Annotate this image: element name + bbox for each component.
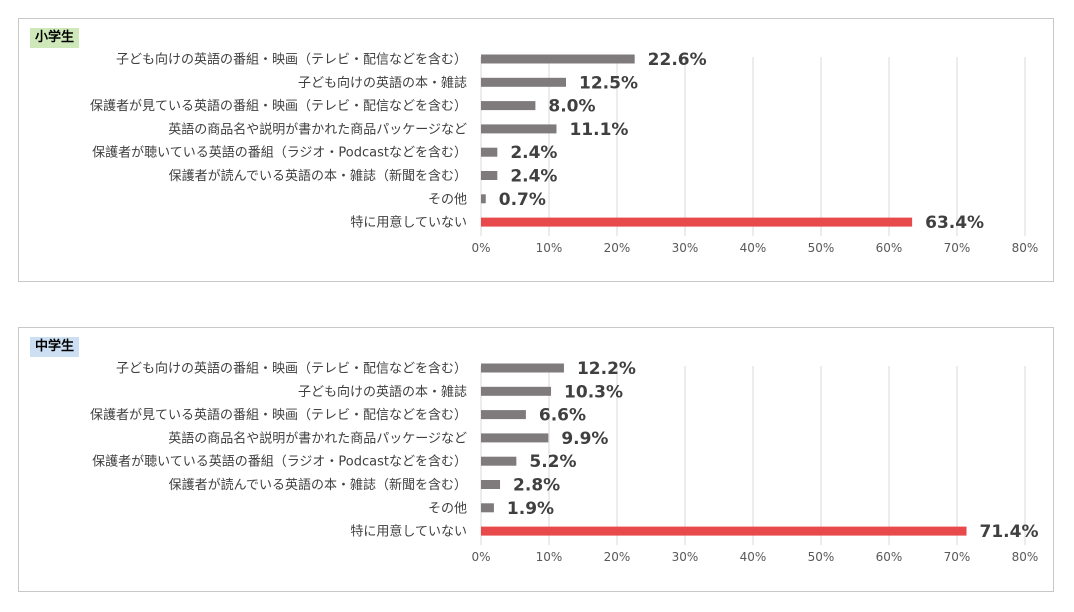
elementary-x-tick-label: 50%	[808, 241, 835, 255]
elementary-value-label: 63.4%	[925, 213, 984, 233]
junior-high-x-tick-label: 60%	[876, 550, 903, 564]
junior-high-bar	[481, 480, 501, 489]
elementary-category-label: 保護者が見ている英語の番組・映画（テレビ・配信などを含む）	[90, 98, 467, 114]
elementary-category-label: 子ども向けの英語の本・雑誌	[298, 75, 467, 91]
junior-high-x-tick-label: 40%	[740, 550, 767, 564]
junior-high-bar	[481, 386, 552, 396]
junior-high-category-label: 保護者が読んでいる英語の本・雑誌（新聞を含む）	[169, 477, 467, 493]
elementary-chart-title: 小学生	[30, 28, 80, 48]
elementary-category-label: 特に用意していない	[350, 215, 467, 231]
junior-high-chart-title: 中学生	[30, 337, 80, 357]
elementary-bar	[481, 217, 913, 227]
elementary-value-label: 2.4%	[510, 167, 557, 187]
junior-high-x-tick-label: 50%	[808, 550, 835, 564]
junior-high-chart-panel: 中学生 0% 10% 20% 30% 40% 50% 60% 70% 80% 子ども向けの英語の番…	[18, 327, 1054, 592]
junior-high-value-label: 1.9%	[507, 499, 554, 519]
junior-high-value-label: 12.2%	[577, 359, 636, 379]
elementary-x-tick-label: 20%	[604, 241, 631, 255]
junior-high-x-tick-label: 0%	[471, 550, 490, 564]
elementary-x-tick-label: 10%	[536, 241, 563, 255]
elementary-bar	[481, 171, 498, 180]
junior-high-value-label: 5.2%	[529, 452, 576, 472]
junior-high-x-tick-label: 70%	[944, 550, 971, 564]
junior-high-category-label: 保護者が聴いている英語の番組（ラジオ・Podcastなどを含む）	[92, 454, 467, 470]
junior-high-bar	[481, 410, 526, 420]
elementary-bar	[481, 101, 536, 111]
elementary-value-label: 0.7%	[499, 190, 546, 210]
elementary-bar	[481, 54, 635, 64]
junior-high-bar	[481, 456, 517, 466]
elementary-x-tick-label: 40%	[740, 241, 767, 255]
elementary-value-label: 12.5%	[579, 73, 638, 93]
junior-high-category-label: 子ども向けの英語の番組・映画（テレビ・配信などを含む）	[116, 361, 467, 377]
elementary-x-tick-label: 0%	[471, 241, 490, 255]
junior-high-x-tick-label: 30%	[672, 550, 699, 564]
elementary-value-label: 22.6%	[648, 50, 707, 70]
junior-high-value-label: 71.4%	[980, 522, 1039, 542]
junior-high-category-label: 英語の商品名や説明が書かれた商品パッケージなど	[168, 430, 467, 446]
elementary-category-label: 保護者が聴いている英語の番組（ラジオ・Podcastなどを含む）	[92, 145, 467, 161]
elementary-chart-panel: 小学生 0% 10% 20% 30% 40% 50% 60% 70% 80% 子ども向けの英語の番…	[18, 18, 1054, 282]
elementary-bar	[481, 147, 498, 157]
junior-high-bar	[481, 503, 494, 513]
junior-high-value-label: 9.9%	[561, 429, 608, 449]
elementary-bar	[481, 77, 566, 87]
elementary-value-label: 11.1%	[569, 120, 628, 140]
elementary-x-tick-label: 30%	[672, 241, 699, 255]
elementary-bar-chart: 0% 10% 20% 30% 40% 50% 60% 70% 80% 子ども向けの英語の番組・映画…	[90, 50, 1039, 255]
elementary-x-tick-label: 80%	[1012, 241, 1039, 255]
elementary-value-label: 8.0%	[548, 97, 595, 117]
junior-high-category-label: その他	[428, 501, 467, 516]
elementary-value-label: 2.4%	[510, 143, 557, 163]
junior-high-value-label: 10.3%	[564, 382, 623, 402]
junior-high-x-tick-label: 20%	[604, 550, 631, 564]
elementary-bar	[481, 194, 486, 204]
elementary-category-label: 子ども向けの英語の番組・映画（テレビ・配信などを含む）	[116, 52, 467, 68]
junior-high-value-label: 2.8%	[513, 476, 560, 496]
junior-high-x-tick-label: 80%	[1012, 550, 1039, 564]
elementary-category-label: 英語の商品名や説明が書かれた商品パッケージなど	[168, 121, 467, 137]
junior-high-bar	[481, 526, 967, 536]
junior-high-category-label: 特に用意していない	[350, 524, 467, 540]
junior-high-category-label: 保護者が見ている英語の番組・映画（テレビ・配信などを含む）	[90, 407, 467, 423]
junior-high-category-label: 子ども向けの英語の本・雑誌	[298, 384, 467, 400]
junior-high-bar	[481, 433, 549, 443]
elementary-bar	[481, 124, 557, 134]
junior-high-bar	[481, 363, 564, 373]
elementary-category-label: 保護者が読んでいる英語の本・雑誌（新聞を含む）	[169, 168, 467, 184]
elementary-category-label: その他	[428, 192, 467, 207]
elementary-x-tick-label: 60%	[876, 241, 903, 255]
junior-high-bar-chart: 0% 10% 20% 30% 40% 50% 60% 70% 80% 子ども向けの英語の番組・映画…	[90, 359, 1039, 564]
junior-high-x-tick-label: 10%	[536, 550, 563, 564]
junior-high-value-label: 6.6%	[539, 406, 586, 426]
elementary-x-tick-label: 70%	[944, 241, 971, 255]
